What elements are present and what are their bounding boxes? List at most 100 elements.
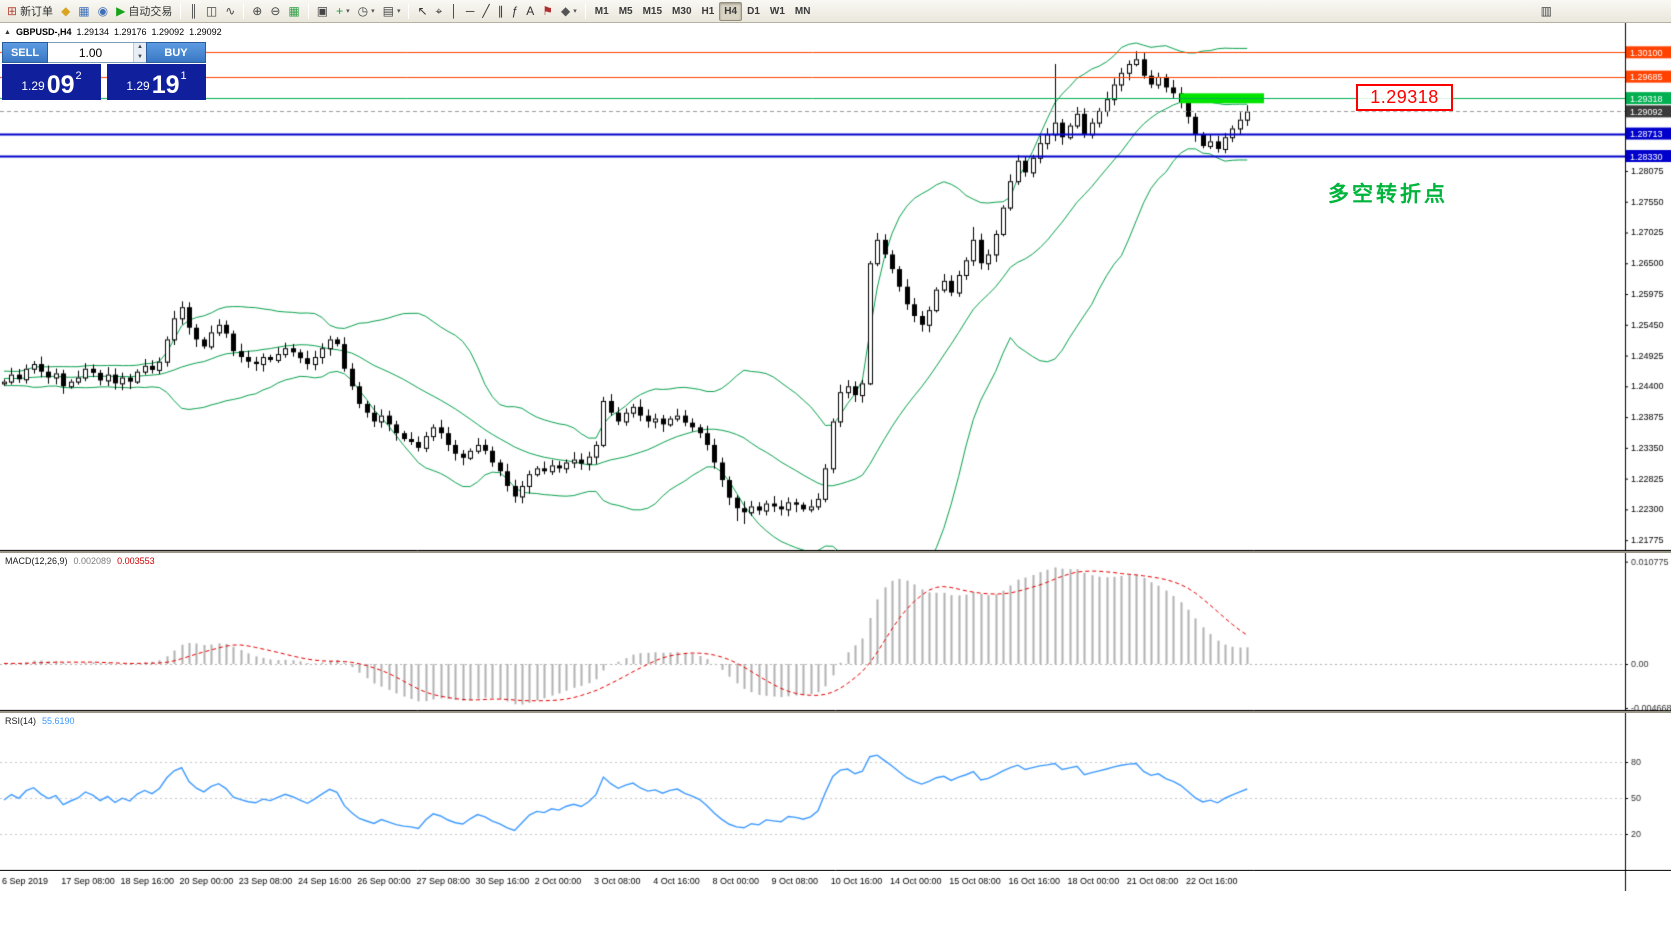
toolbar-group: ↖ ⌖ │ ─ ╱ ∥ ƒ A ⚑ ◆ ▾ — [413, 2, 580, 21]
tf-mn-button[interactable]: MN — [790, 2, 816, 21]
zoom-in-button[interactable]: ⊕ — [248, 2, 266, 21]
periods-icon: ◷ — [357, 4, 369, 18]
periods-button[interactable]: ◷ ▾ — [354, 2, 379, 21]
navigator-button[interactable]: ◉ — [94, 2, 112, 21]
main-toolbar: ⊞ 新订单 ◆ ▦ ◉ ▶ 自动交易 ║ ◫ ∿ ⊕ ⊖ ▦ ▣ + ▾ ◷ ▾ ▤ ▾ ↖ ⌖ │ ─ ╱ ∥ ƒ A ⚑ ◆ ▾ M1 M5… — [0, 0, 1671, 23]
indicators-icon: + — [336, 4, 344, 18]
tf-h1-button[interactable]: H1 — [697, 2, 720, 21]
turning-point-note[interactable]: 多空转折点 — [1328, 183, 1448, 206]
toolbar-group: ▣ + ▾ ◷ ▾ ▤ ▾ — [313, 2, 405, 21]
zoom-out-button[interactable]: ⊖ — [266, 2, 284, 21]
tf-w1-button[interactable]: W1 — [765, 2, 790, 21]
fibonacci-button[interactable]: ƒ — [508, 2, 523, 21]
new-order-button[interactable]: ⊞ 新订单 — [3, 2, 57, 21]
tf-m30-button[interactable]: M30 — [667, 2, 696, 21]
vertical-line-button[interactable]: │ — [446, 2, 462, 21]
channel-icon: ∥ — [497, 4, 504, 18]
buy-button[interactable]: BUY — [146, 42, 206, 63]
templates-button[interactable]: ▤ ▾ — [379, 2, 405, 21]
buy-price-display[interactable]: 1.29 19 1 — [107, 64, 206, 100]
tf-h4-button[interactable]: H4 — [719, 1, 743, 21]
panel-splitter[interactable] — [0, 711, 1671, 713]
candlestick-chart-icon: ◫ — [205, 4, 218, 18]
time-axis-canvas[interactable] — [0, 871, 1671, 891]
periods-caret-icon: ▾ — [371, 8, 375, 15]
line-chart-icon: ∿ — [225, 4, 236, 18]
tf-d1-button[interactable]: D1 — [742, 2, 765, 21]
chart-info: ▲ GBPUSD-,H4 1.29134 1.29176 1.29092 1.2… — [4, 27, 222, 37]
charts-toggle-icon: ◆ — [61, 4, 71, 18]
sell-button[interactable]: SELL — [2, 42, 48, 63]
market-watch-button[interactable]: ▦ — [74, 2, 93, 21]
tf-m30-button-label: M30 — [672, 5, 692, 17]
candlestick-chart-button[interactable]: ◫ — [202, 2, 221, 21]
tile-windows-icon: ▣ — [316, 4, 329, 18]
autotrading-button-label: 自动交易 — [128, 6, 173, 18]
toolbar-group: ⊞ 新订单 ◆ ▦ ◉ ▶ 自动交易 — [3, 2, 176, 21]
buy-price-pip: 1 — [180, 70, 187, 82]
rsi-value: 55.6190 — [42, 716, 75, 726]
buy-price-big: 19 — [151, 70, 180, 99]
lot-decrease-button[interactable]: ▼ — [134, 52, 146, 62]
tf-h1-button-label: H1 — [701, 5, 715, 17]
lot-increase-button[interactable]: ▲ — [134, 43, 146, 53]
arrow-label-button[interactable]: ⚑ — [538, 2, 557, 21]
collapse-arrow-icon[interactable]: ▲ — [4, 28, 11, 36]
macd-title: MACD(12,26,9) — [5, 556, 68, 566]
lot-size-field[interactable]: 1.00 ▲ ▼ — [48, 42, 146, 63]
lot-stepper: ▲ ▼ — [133, 43, 146, 62]
tf-m15-button-label: M15 — [642, 5, 663, 17]
charts-toggle-button[interactable]: ◆ — [57, 2, 74, 21]
indicators-button[interactable]: + ▾ — [332, 2, 354, 21]
chart-shift-icon: ▥ — [1540, 4, 1552, 18]
bottom-margin — [0, 891, 1671, 947]
channel-button[interactable]: ∥ — [494, 2, 508, 21]
templates-icon: ▤ — [382, 4, 394, 18]
toolbar-separator — [243, 3, 245, 19]
cursor-button[interactable]: ↖ — [413, 2, 431, 21]
tf-m1-button-label: M1 — [594, 5, 609, 17]
toolbar-group: ⊕ ⊖ ▦ — [248, 2, 303, 21]
crosshair-button[interactable]: ⌖ — [432, 2, 447, 21]
arrange-windows-icon: ▦ — [288, 4, 300, 18]
macd-panel-canvas[interactable] — [0, 553, 1671, 711]
text-button[interactable]: A — [522, 2, 538, 21]
horizontal-line-button[interactable]: ─ — [462, 2, 479, 21]
line-chart-button[interactable]: ∿ — [221, 2, 239, 21]
chart-shift-button[interactable]: ▥ — [1537, 2, 1556, 21]
text-icon: A — [526, 4, 535, 18]
tf-w1-button-label: W1 — [769, 5, 785, 17]
navigator-icon: ◉ — [97, 4, 109, 18]
sell-price-prefix: 1.29 — [21, 79, 45, 93]
tf-mn-button-label: MN — [794, 5, 811, 17]
rsi-title: RSI(14) — [5, 716, 37, 726]
toolbar-group: ║ ◫ ∿ — [185, 2, 239, 21]
tf-m15-button[interactable]: M15 — [638, 2, 667, 21]
rsi-panel-canvas[interactable] — [0, 713, 1671, 871]
sell-price-big: 09 — [46, 70, 75, 99]
high-value: 1.29176 — [114, 27, 147, 37]
autotrading-button[interactable]: ▶ 自动交易 — [112, 2, 176, 21]
zoom-in-icon: ⊕ — [252, 4, 263, 18]
tf-m1-button[interactable]: M1 — [590, 2, 614, 21]
panel-splitter[interactable] — [0, 551, 1671, 553]
price-level-annotation[interactable]: 1.29318 — [1356, 84, 1453, 111]
price-chart-canvas[interactable] — [0, 23, 1671, 551]
trendline-icon: ╱ — [482, 4, 490, 18]
arrow-label-icon: ⚑ — [542, 4, 554, 18]
trendline-button[interactable]: ╱ — [478, 2, 493, 21]
sell-price-display[interactable]: 1.29 09 2 — [2, 64, 101, 100]
crosshair-icon: ⌖ — [435, 4, 443, 18]
open-value: 1.29134 — [76, 27, 109, 37]
fibonacci-icon: ƒ — [511, 4, 519, 18]
arrange-windows-button[interactable]: ▦ — [284, 2, 303, 21]
tile-windows-button[interactable]: ▣ — [313, 2, 332, 21]
bar-chart-icon: ║ — [189, 4, 198, 18]
tf-m5-button[interactable]: M5 — [614, 2, 638, 21]
buy-price-prefix: 1.29 — [126, 79, 150, 93]
bar-chart-button[interactable]: ║ — [185, 2, 202, 21]
toolbar-separator — [307, 3, 309, 19]
low-value: 1.29092 — [151, 27, 185, 37]
shapes-button[interactable]: ◆ ▾ — [557, 2, 581, 21]
